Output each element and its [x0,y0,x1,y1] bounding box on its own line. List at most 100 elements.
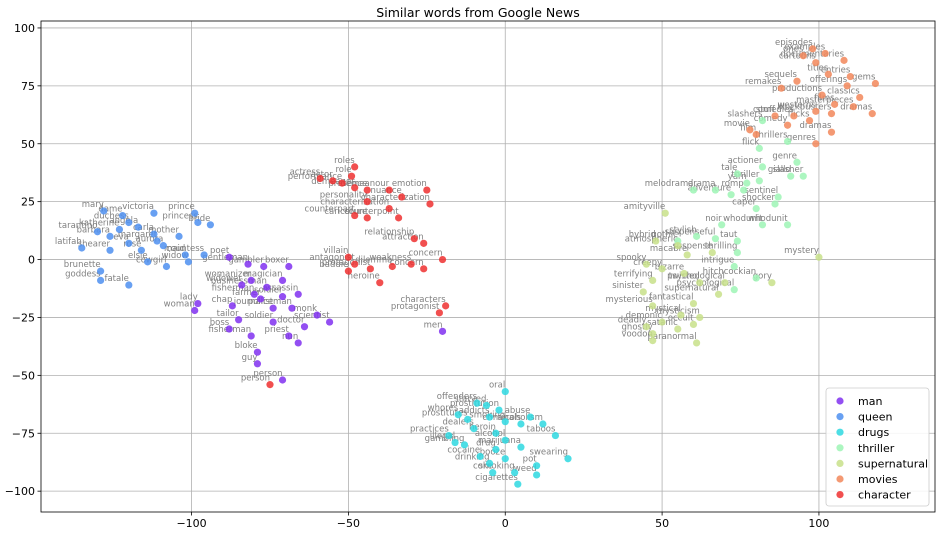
queen-point [78,244,86,252]
movies-point [824,70,832,78]
movies-point [821,49,829,58]
character-point [351,211,359,220]
supernatural-point [677,311,685,319]
supernatural-point [652,237,660,245]
word-label: duchess [94,211,130,221]
supernatural-point [815,253,823,261]
thriller-point [730,262,738,271]
word-label: protagonist [322,258,371,268]
character-point [351,163,359,171]
queen-point [134,223,142,231]
word-label: caper [732,198,757,208]
word-label: farmer [232,288,261,298]
supernatural-point [658,318,666,326]
character-point [395,214,403,222]
y-axis: 100 75 50 25 0 −25 −50 −75 −100 [5,22,41,498]
word-label: weakness [369,253,411,263]
word-label: maid [164,244,185,254]
drugs-point [517,443,525,451]
word-label: soldier [254,286,283,296]
word-label: marijuana [478,436,521,446]
legend-label-drugs: drugs [858,426,889,439]
movies-point [827,110,836,118]
thriller-point [727,191,735,199]
word-label: documentaries [780,49,844,59]
queen-point [125,218,133,227]
thriller-point [755,177,763,185]
x-tick-label: 50 [655,517,669,530]
man-point [263,283,271,291]
word-label: concern [390,258,424,268]
word-label: psychological [677,279,735,289]
word-label: comedy [754,114,788,124]
character-point [410,235,418,243]
word-label: alcohol [475,429,505,439]
word-label: paranormal [648,332,697,342]
word-label: taboos [527,425,556,435]
word-label: psychological [667,272,725,282]
word-label: woman [164,300,195,310]
character-point [363,186,371,194]
movies-point [846,72,854,81]
movies-point [777,84,785,92]
word-label: monk [293,304,317,314]
word-label: mystical [645,304,681,314]
word-label: macabre [650,244,687,254]
man-point [194,299,202,308]
supernatural-point [683,251,691,259]
drugs-point [445,431,453,440]
character-point [344,253,353,261]
man-point [247,332,255,340]
data-points [78,45,880,488]
word-label: roles [334,156,355,166]
legend-marker-movies [836,475,844,483]
man-point [300,323,309,331]
movies-point [799,52,807,60]
word-label: ghostly [622,323,653,333]
queen-point [162,262,171,271]
man-point [253,348,262,356]
queen-point [137,246,145,254]
movies-point [840,56,848,64]
queen-point [150,230,158,238]
word-label: sinister [612,281,644,291]
word-label: latifah [55,237,82,247]
word-label: cowgirl [136,256,166,266]
man-point [294,339,302,347]
thriller-point [752,274,760,282]
drugs-point [492,445,500,454]
word-label: heroine [348,272,380,282]
character-point [442,302,450,310]
word-label: genre [772,151,797,161]
word-label: examples [784,42,826,52]
man-point [285,332,293,340]
drugs-point [492,429,500,437]
word-label: offerings [810,75,848,85]
x-axis: −100 −50 0 50 100 [176,512,829,530]
word-label: romp [721,179,743,189]
man-point [269,318,277,326]
word-label: mary [82,200,104,210]
drugs-point [501,418,509,426]
word-label: heroin [469,422,496,432]
word-label: supernatural [664,283,718,293]
movies-point [868,110,876,118]
drugs-point [533,462,541,470]
man-point [260,262,268,271]
word-label: brunette [64,260,101,270]
word-label: melodrama [645,179,694,189]
queen-point [194,218,202,227]
word-label: slashers [728,110,764,120]
supernatural-point [689,320,698,329]
word-label: boss [210,318,230,328]
character-point [351,260,359,268]
supernatural-point [693,339,701,347]
plot-frame [40,20,936,513]
word-label: scientist [294,311,330,321]
man-point [313,311,321,319]
word-label: dealers [443,418,475,428]
drugs-point [526,413,534,421]
character-point [435,309,443,317]
character-point [438,255,447,264]
word-label: swearing [530,448,568,458]
